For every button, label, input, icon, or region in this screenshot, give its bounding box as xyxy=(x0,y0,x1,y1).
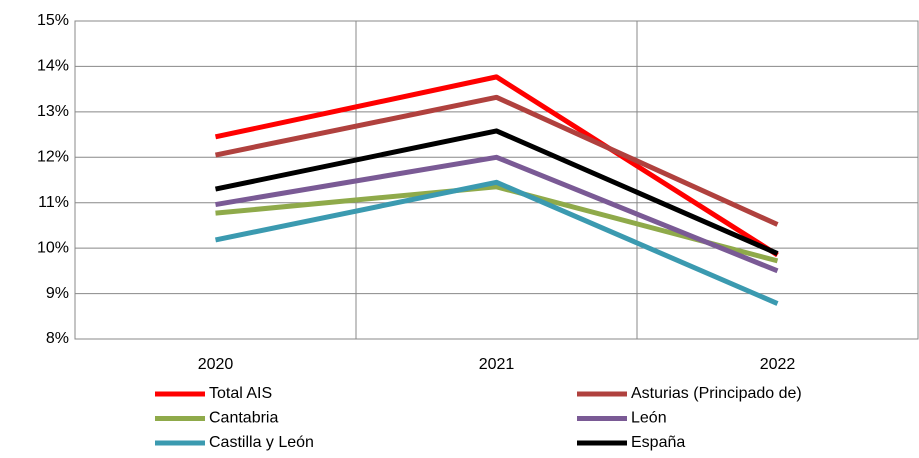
series-line xyxy=(215,154,779,274)
legend-label: Cantabria xyxy=(209,410,278,427)
legend-label: Asturias (Principado de) xyxy=(631,385,802,402)
series-line xyxy=(214,128,779,256)
x-tick-label: 2021 xyxy=(479,356,515,373)
y-tick-label: 9% xyxy=(46,285,69,302)
plot-border xyxy=(74,20,919,340)
series-line xyxy=(214,94,779,227)
y-tick-label: 8% xyxy=(46,330,69,347)
y-tick-label: 15% xyxy=(37,12,69,29)
x-tick-label: 2022 xyxy=(760,356,796,373)
series-line xyxy=(215,184,779,264)
legend-label: León xyxy=(631,410,667,427)
legend-label: España xyxy=(631,434,685,451)
y-tick-label: 11% xyxy=(38,194,69,211)
series-line xyxy=(214,74,779,258)
series-line xyxy=(214,179,779,306)
y-tick-label: 14% xyxy=(37,58,69,75)
y-tick-label: 13% xyxy=(37,103,69,120)
legend-label: Total AIS xyxy=(209,385,272,402)
x-tick-label: 2020 xyxy=(198,356,234,373)
legend-label: Castilla y León xyxy=(209,434,314,451)
y-tick-label: 12% xyxy=(37,149,69,166)
y-tick-label: 10% xyxy=(37,239,69,256)
